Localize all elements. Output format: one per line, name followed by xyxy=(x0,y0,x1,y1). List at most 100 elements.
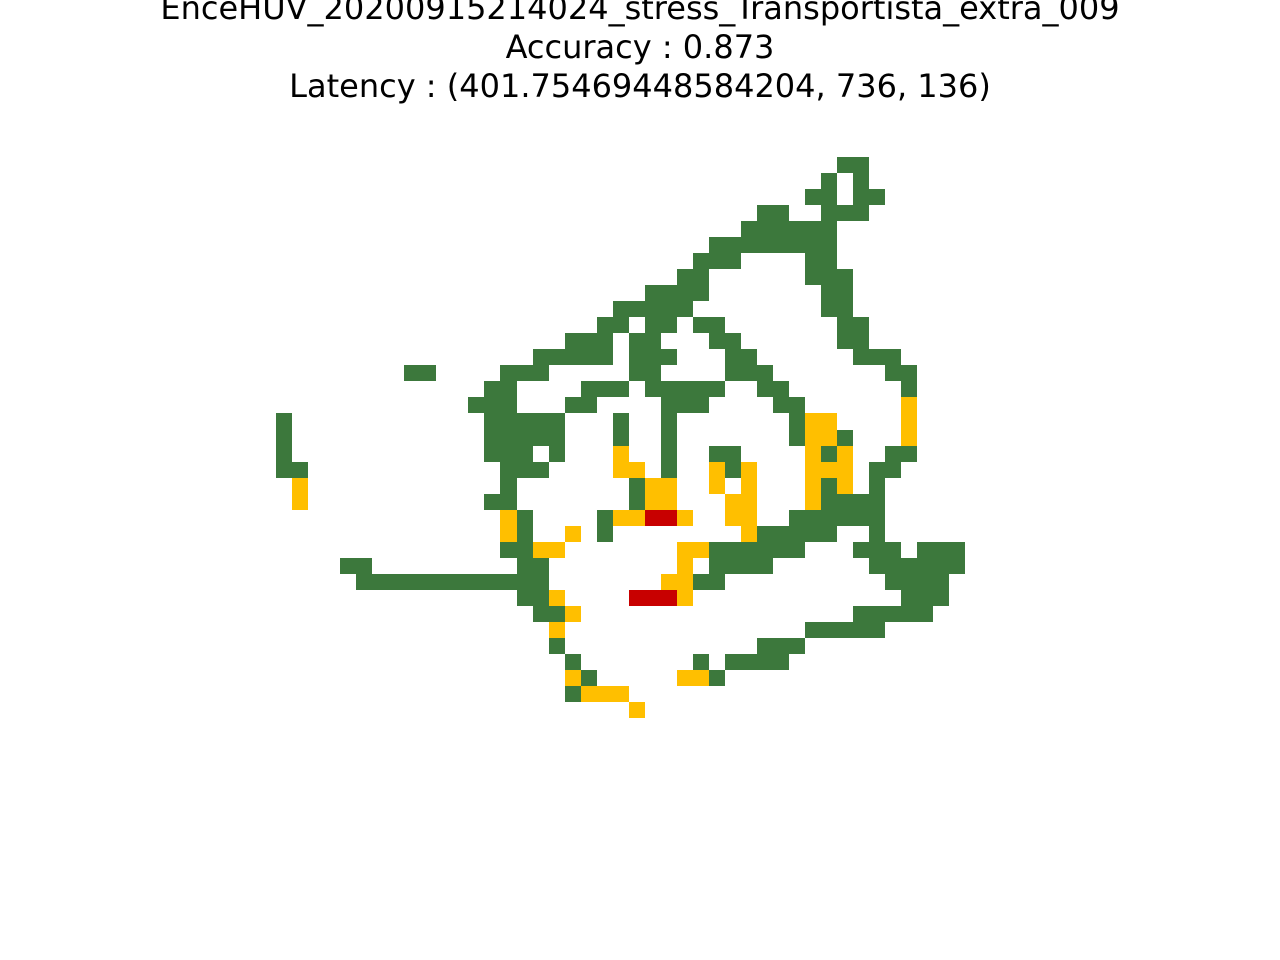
green-cell xyxy=(725,365,741,381)
yellow-cell xyxy=(500,526,517,542)
yellow-cell xyxy=(613,510,629,526)
green-cell xyxy=(741,349,757,365)
green-cell xyxy=(821,494,837,510)
green-cell xyxy=(837,510,853,526)
green-cell xyxy=(837,317,853,333)
green-cell xyxy=(885,365,901,381)
yellow-cell xyxy=(741,462,757,478)
yellow-cell xyxy=(629,462,645,478)
green-cell xyxy=(597,333,613,349)
green-cell xyxy=(500,365,517,381)
yellow-cell xyxy=(725,494,741,510)
green-cell xyxy=(500,574,517,590)
green-cell xyxy=(693,381,709,397)
green-cell xyxy=(789,542,805,558)
green-cell xyxy=(581,397,597,413)
green-cell xyxy=(533,590,549,606)
yellow-cell xyxy=(597,686,613,702)
green-cell xyxy=(549,413,565,430)
green-cell xyxy=(629,478,645,494)
green-cell xyxy=(549,446,565,462)
green-cell xyxy=(821,478,837,494)
green-cell xyxy=(805,269,821,285)
green-cell xyxy=(709,670,725,686)
green-cell xyxy=(661,285,677,301)
green-cell xyxy=(741,237,757,253)
green-cell xyxy=(773,237,789,253)
green-cell xyxy=(613,413,629,430)
green-cell xyxy=(517,526,533,542)
yellow-cell xyxy=(500,510,517,526)
green-cell xyxy=(372,574,388,590)
chart-title: EnceHUV_20200915214024_stress_Transporti… xyxy=(0,0,1280,106)
yellow-cell xyxy=(677,542,693,558)
green-cell xyxy=(821,269,837,285)
green-cell xyxy=(789,526,805,542)
green-cell xyxy=(901,574,917,590)
green-cell xyxy=(725,542,741,558)
green-cell xyxy=(484,381,500,397)
yellow-cell xyxy=(549,590,565,606)
green-cell xyxy=(693,269,709,285)
green-cell xyxy=(901,590,917,606)
yellow-cell xyxy=(741,478,757,494)
green-cell xyxy=(565,333,581,349)
yellow-cell xyxy=(613,686,629,702)
green-cell xyxy=(517,446,533,462)
green-cell xyxy=(597,317,613,333)
green-cell xyxy=(869,494,885,510)
green-cell xyxy=(677,397,693,413)
green-cell xyxy=(693,253,709,269)
green-cell xyxy=(549,606,565,622)
green-cell xyxy=(533,413,549,430)
green-cell xyxy=(613,301,629,317)
green-cell xyxy=(901,365,917,381)
green-cell xyxy=(645,301,661,317)
green-cell xyxy=(661,349,677,365)
yellow-cell xyxy=(677,670,693,686)
green-cell xyxy=(917,590,933,606)
green-cell xyxy=(517,574,533,590)
yellow-cell xyxy=(901,397,917,413)
green-cell xyxy=(821,205,837,221)
green-cell xyxy=(388,574,404,590)
green-cell xyxy=(773,205,789,221)
green-cell xyxy=(789,221,805,237)
green-cell xyxy=(709,558,725,574)
yellow-cell xyxy=(629,702,645,718)
yellow-cell xyxy=(725,510,741,526)
green-cell xyxy=(629,494,645,510)
green-cell xyxy=(629,333,645,349)
green-cell xyxy=(581,670,597,686)
green-cell xyxy=(805,526,821,542)
green-cell xyxy=(500,413,517,430)
green-cell xyxy=(821,173,837,189)
green-cell xyxy=(901,606,917,622)
green-cell xyxy=(581,333,597,349)
green-cell xyxy=(709,237,725,253)
green-cell xyxy=(725,253,741,269)
green-cell xyxy=(837,269,853,285)
green-cell xyxy=(517,365,533,381)
green-cell xyxy=(709,446,725,462)
green-cell xyxy=(276,413,292,430)
yellow-cell xyxy=(901,413,917,430)
green-cell xyxy=(853,157,869,173)
green-cell xyxy=(436,574,452,590)
green-cell xyxy=(517,558,533,574)
green-cell xyxy=(757,237,773,253)
green-cell xyxy=(885,558,901,574)
green-cell xyxy=(901,446,917,462)
green-cell xyxy=(693,285,709,301)
yellow-cell xyxy=(741,526,757,542)
green-cell xyxy=(789,510,805,526)
green-cell xyxy=(549,349,565,365)
green-cell xyxy=(853,542,869,558)
green-cell xyxy=(276,462,292,478)
green-cell xyxy=(661,381,677,397)
green-cell xyxy=(468,397,484,413)
red-cell xyxy=(629,590,645,606)
green-cell xyxy=(757,381,773,397)
green-cell xyxy=(709,381,725,397)
yellow-cell xyxy=(292,478,308,494)
